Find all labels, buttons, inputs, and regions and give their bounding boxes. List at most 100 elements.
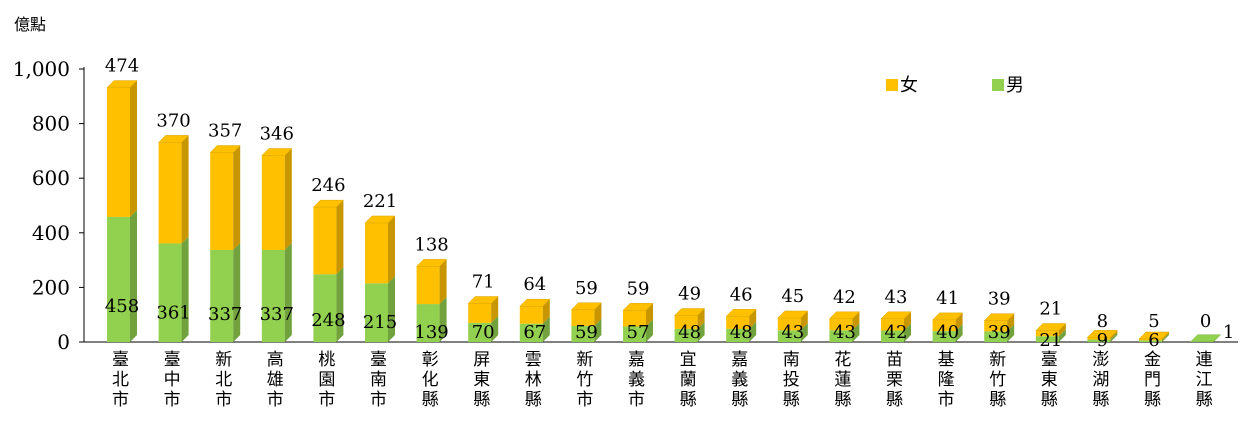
svg-text:市: 市	[215, 390, 232, 410]
svg-text:縣: 縣	[731, 390, 748, 410]
legend-swatch	[886, 79, 898, 91]
x-tick-label: 臺南市	[370, 350, 387, 410]
value-label-female: 221	[363, 191, 397, 212]
svg-text:嘉: 嘉	[731, 350, 748, 370]
svg-text:縣: 縣	[680, 390, 697, 410]
x-tick-label: 連江縣	[1196, 350, 1213, 410]
x-tick-label: 臺東縣	[1041, 350, 1058, 410]
svg-text:門: 門	[1144, 370, 1161, 390]
svg-text:臺: 臺	[112, 350, 129, 370]
value-label-male: 215	[363, 312, 397, 333]
bar-male-臺中市	[159, 236, 189, 342]
y-axis-unit-label: 億點	[14, 15, 46, 34]
svg-text:林: 林	[525, 370, 542, 390]
svg-text:嘉: 嘉	[628, 350, 645, 370]
svg-text:彰: 彰	[422, 350, 439, 370]
bar-female-臺南市	[365, 216, 395, 283]
x-tick-label: 花蓮縣	[834, 350, 851, 410]
x-tick-label: 宜蘭縣	[680, 350, 697, 410]
legend-swatch	[992, 79, 1004, 91]
value-label-female: 49	[678, 284, 701, 305]
x-tick-label: 嘉義市	[628, 350, 645, 410]
x-tick-label: 彰化縣	[422, 350, 439, 410]
svg-text:金: 金	[1144, 350, 1161, 370]
bar-male-桃園市	[313, 267, 343, 342]
value-label-male: 39	[988, 322, 1011, 343]
svg-text:市: 市	[628, 390, 645, 410]
svg-text:宜: 宜	[680, 350, 697, 370]
x-tick-label: 新竹市	[576, 350, 593, 410]
legend-label: 女	[900, 75, 918, 96]
svg-text:化: 化	[422, 370, 439, 390]
svg-text:新: 新	[215, 350, 232, 370]
y-tick-label: 800	[32, 112, 70, 136]
value-label-female: 46	[730, 284, 753, 305]
value-label-female: 39	[988, 289, 1011, 310]
value-label-male: 57	[627, 322, 650, 343]
svg-text:臺: 臺	[164, 350, 181, 370]
value-label-male: 42	[885, 322, 908, 343]
svg-text:園: 園	[318, 370, 335, 390]
bar-top-face	[1191, 335, 1221, 342]
value-label-male: 48	[730, 322, 753, 343]
x-tick-label: 桃園市	[318, 350, 335, 410]
svg-text:市: 市	[370, 390, 387, 410]
value-label-female: 357	[208, 121, 242, 142]
bar-male-臺北市	[107, 210, 137, 342]
svg-text:竹: 竹	[989, 370, 1006, 390]
svg-text:竹: 竹	[576, 370, 593, 390]
x-tick-label: 南投縣	[783, 350, 800, 410]
legend-label: 男	[1006, 75, 1024, 96]
bar-female-臺中市	[159, 135, 189, 243]
svg-text:栗: 栗	[886, 370, 903, 390]
svg-text:南: 南	[783, 350, 800, 370]
svg-text:蓮: 蓮	[834, 370, 851, 390]
value-label-female: 64	[523, 274, 546, 295]
svg-text:新: 新	[989, 350, 1006, 370]
x-tick-label: 金門縣	[1144, 350, 1161, 410]
svg-text:縣: 縣	[834, 390, 851, 410]
svg-text:縣: 縣	[473, 390, 490, 410]
value-label-male: 70	[472, 322, 495, 343]
value-label-female: 370	[156, 110, 190, 131]
svg-text:高: 高	[267, 350, 284, 370]
svg-text:義: 義	[628, 370, 645, 390]
svg-text:市: 市	[267, 390, 284, 410]
y-tick-label: 400	[32, 221, 70, 245]
value-label-male: 6	[1148, 330, 1159, 351]
svg-text:縣: 縣	[783, 390, 800, 410]
value-label-female: 21	[1039, 299, 1062, 320]
value-label-male: 1	[1223, 322, 1234, 343]
bar-female-新北市	[210, 146, 240, 250]
x-tick-label: 基隆市	[938, 350, 955, 410]
value-label-female: 5	[1148, 311, 1159, 332]
x-tick-label: 苗栗縣	[886, 350, 903, 410]
svg-text:東: 東	[1041, 370, 1058, 390]
x-tick-label: 臺中市	[164, 350, 181, 410]
value-label-female: 71	[472, 272, 495, 293]
value-label-male: 458	[105, 296, 139, 317]
bar-female-桃園市	[313, 200, 343, 274]
y-tick-label: 200	[32, 275, 70, 299]
svg-text:縣: 縣	[886, 390, 903, 410]
svg-text:北: 北	[215, 370, 232, 390]
svg-text:市: 市	[938, 390, 955, 410]
y-tick-label: 600	[32, 166, 70, 190]
svg-text:基: 基	[938, 350, 955, 370]
x-tick-label: 新北市	[215, 350, 232, 410]
value-label-female: 474	[105, 56, 139, 77]
svg-text:中: 中	[164, 370, 181, 390]
svg-text:縣: 縣	[1041, 390, 1058, 410]
x-tick-label: 屏東縣	[473, 350, 490, 410]
svg-text:蘭: 蘭	[680, 370, 697, 390]
value-label-male: 361	[156, 302, 190, 323]
svg-text:東: 東	[473, 370, 490, 390]
x-tick-label: 嘉義縣	[731, 350, 748, 410]
value-label-male: 337	[260, 304, 294, 325]
value-label-male: 43	[781, 322, 804, 343]
svg-text:縣: 縣	[422, 390, 439, 410]
svg-text:新: 新	[576, 350, 593, 370]
value-label-male: 67	[523, 322, 546, 343]
